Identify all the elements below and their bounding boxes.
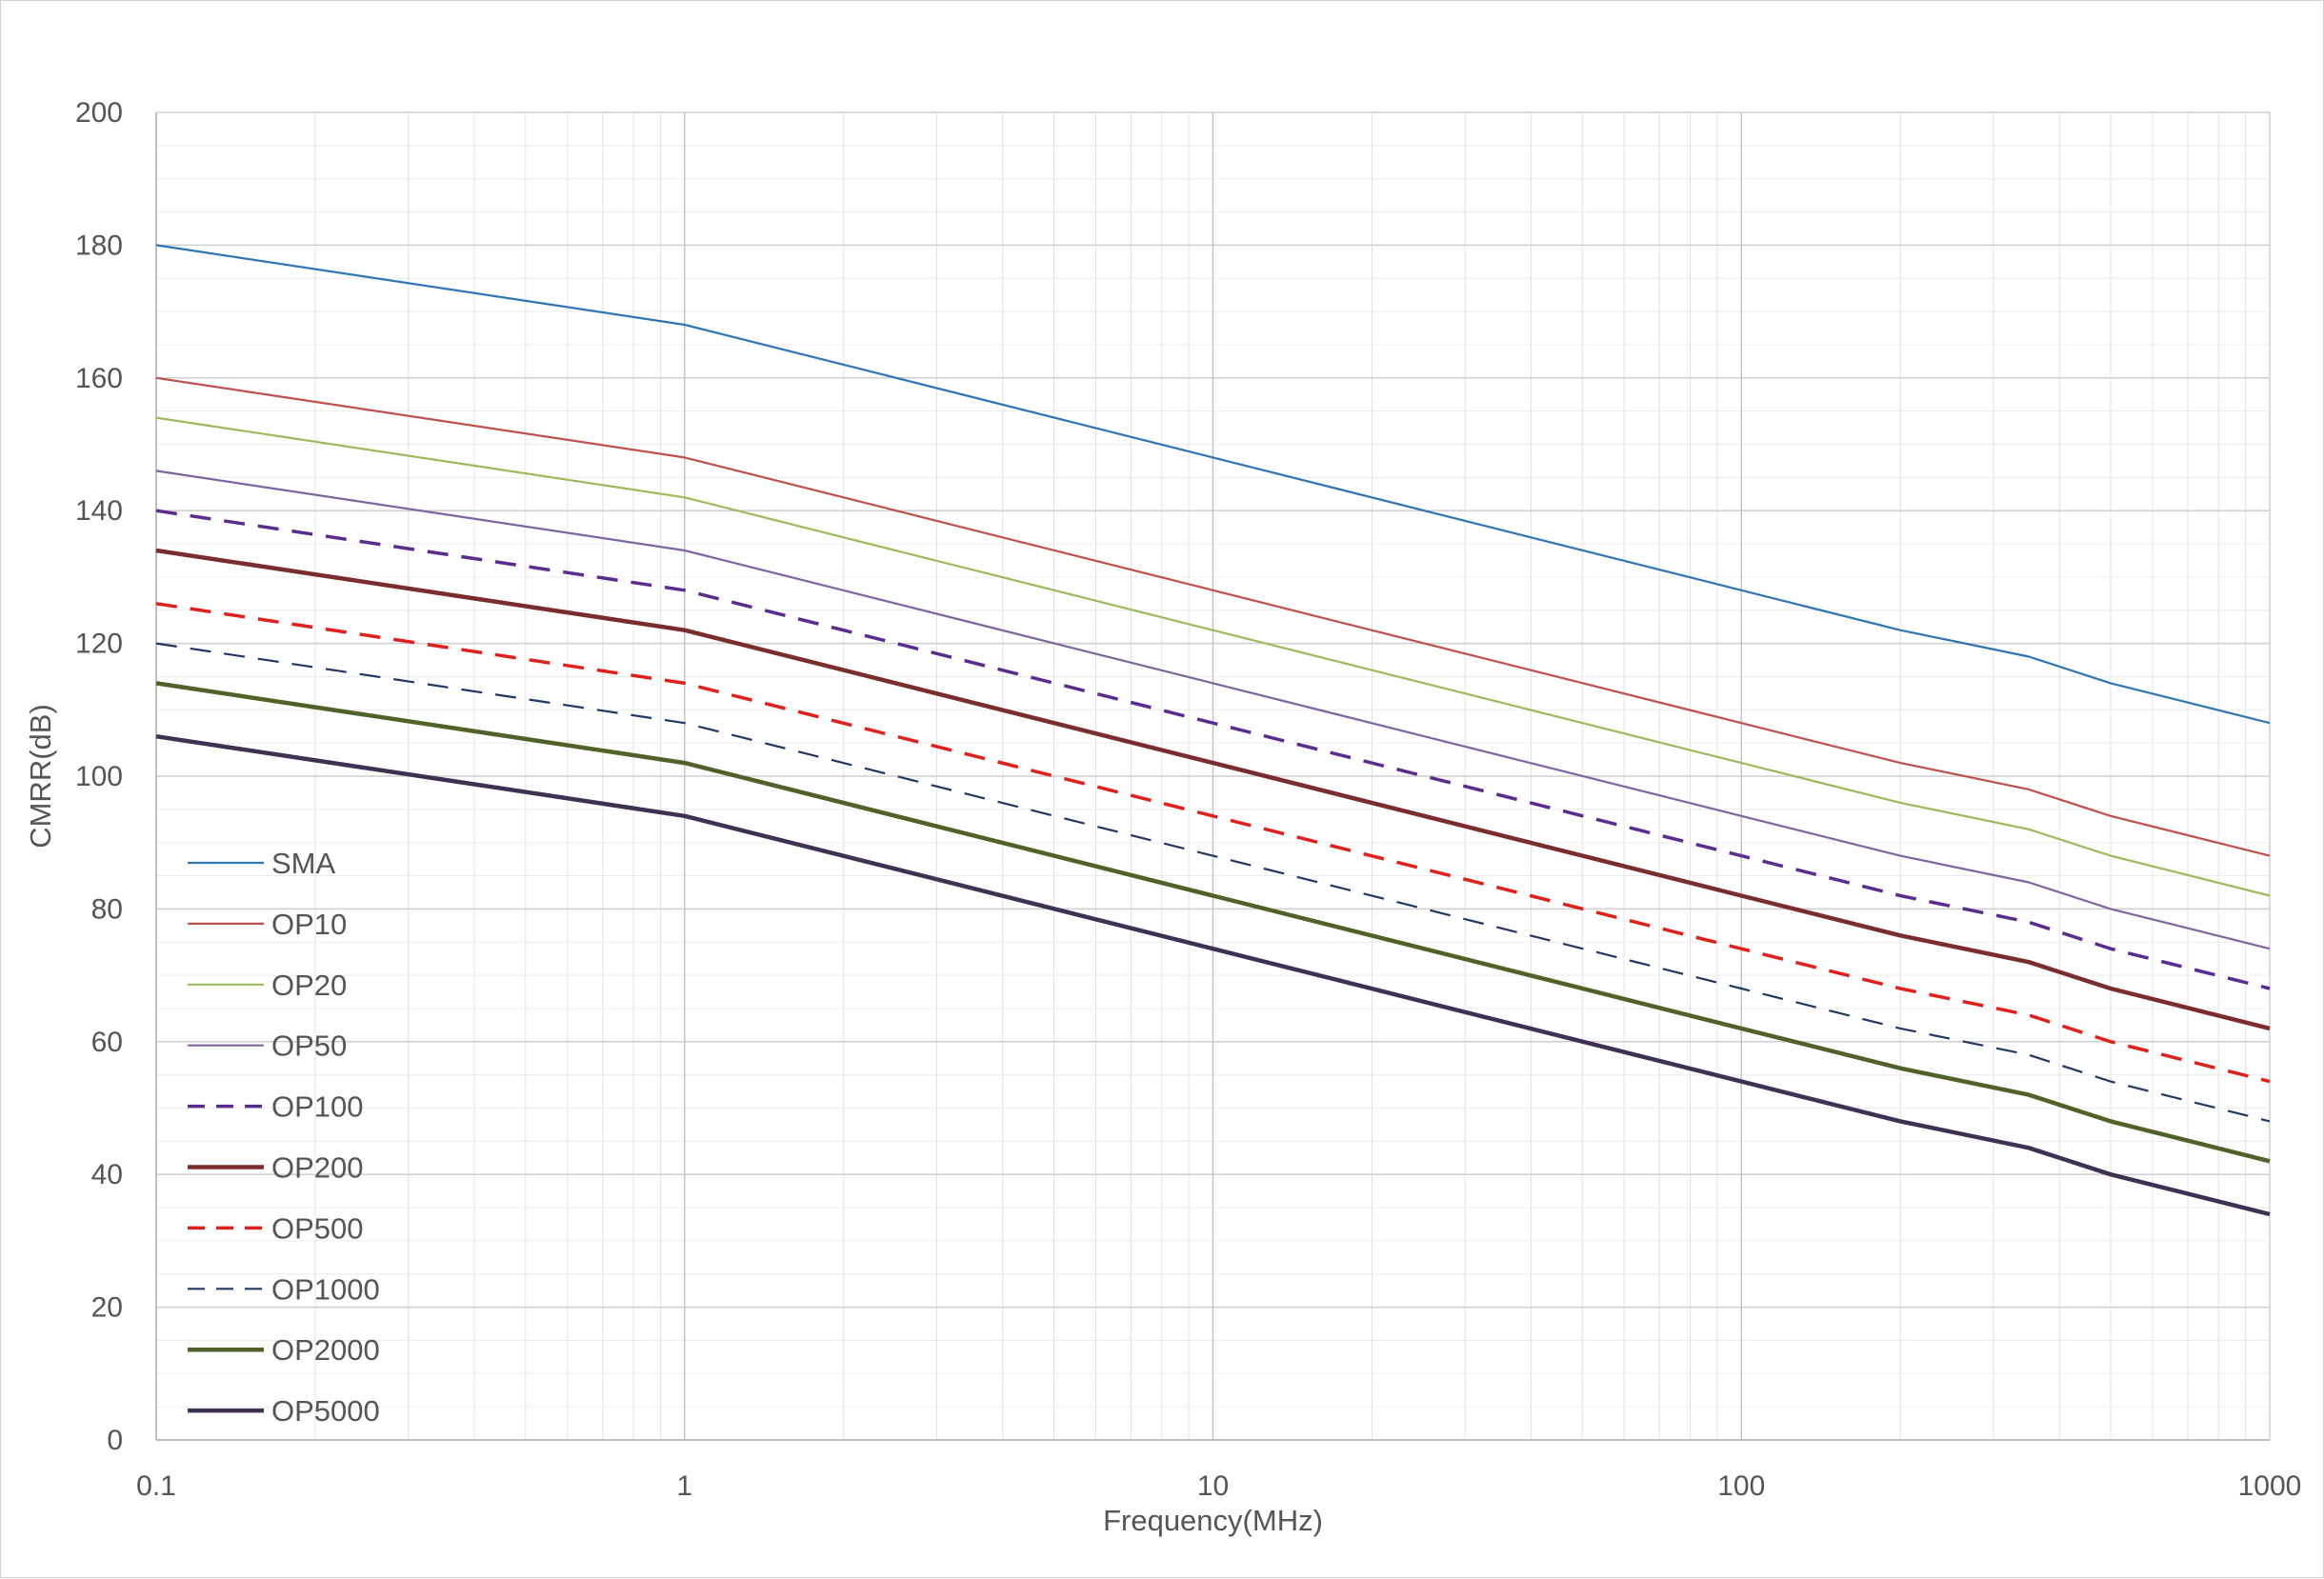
- legend-label-sma: SMA: [271, 847, 336, 880]
- x-tick-label: 10: [1197, 1470, 1229, 1502]
- legend-label-op100: OP100: [271, 1090, 364, 1124]
- legend-label-op1000: OP1000: [271, 1272, 380, 1306]
- series-line-op50: [155, 470, 2271, 950]
- legend-label-op20: OP20: [271, 969, 347, 1002]
- series-layer: [155, 244, 2271, 1217]
- y-tick-label: 160: [75, 363, 123, 394]
- y-tick-label: 140: [75, 495, 123, 527]
- series-line-op200: [155, 548, 2271, 1031]
- x-tick-label: 0.1: [136, 1470, 176, 1502]
- y-tick-label: 200: [75, 97, 123, 129]
- y-axis-title: CMRR(dB): [24, 704, 57, 849]
- legend-label-op500: OP500: [271, 1211, 364, 1245]
- legend-label-op50: OP50: [271, 1029, 347, 1063]
- y-tick-label: 80: [91, 893, 123, 925]
- series-line-op5000: [155, 733, 2271, 1217]
- series-line-op2000: [155, 681, 2271, 1164]
- tick-labels: 0 20 40 60 80 100 120 140 160 180 200 0.1 1 10 100 1000: [75, 97, 2301, 1502]
- series-line-op500: [155, 602, 2271, 1084]
- x-axis-title: Frequency(MHz): [1103, 1504, 1323, 1537]
- y-tick-label: 20: [91, 1292, 123, 1324]
- x-tick-label: 1000: [2238, 1470, 2302, 1502]
- axes: [155, 111, 2271, 1441]
- legend-label-op2000: OP2000: [271, 1333, 380, 1367]
- series-line-op1000: [155, 642, 2271, 1123]
- y-tick-label: 180: [75, 230, 123, 261]
- legend: SMA OP10 OP20 OP50 OP100 OP200 OP500 OP1000 OP20…: [188, 847, 380, 1428]
- legend-label-op5000: OP5000: [271, 1394, 380, 1428]
- series-line-sma: [155, 244, 2271, 725]
- y-tick-label: 0: [107, 1425, 123, 1456]
- y-tick-label: 100: [75, 761, 123, 792]
- legend-label-op200: OP200: [271, 1151, 364, 1185]
- series-line-op100: [155, 509, 2271, 990]
- y-tick-label: 60: [91, 1027, 123, 1058]
- series-line-op10: [155, 376, 2271, 857]
- series-line-op20: [155, 416, 2271, 897]
- x-tick-label: 100: [1717, 1470, 1765, 1502]
- x-tick-label: 1: [676, 1470, 692, 1502]
- y-tick-label: 40: [91, 1159, 123, 1190]
- legend-label-op10: OP10: [271, 908, 347, 941]
- y-tick-label: 120: [75, 629, 123, 660]
